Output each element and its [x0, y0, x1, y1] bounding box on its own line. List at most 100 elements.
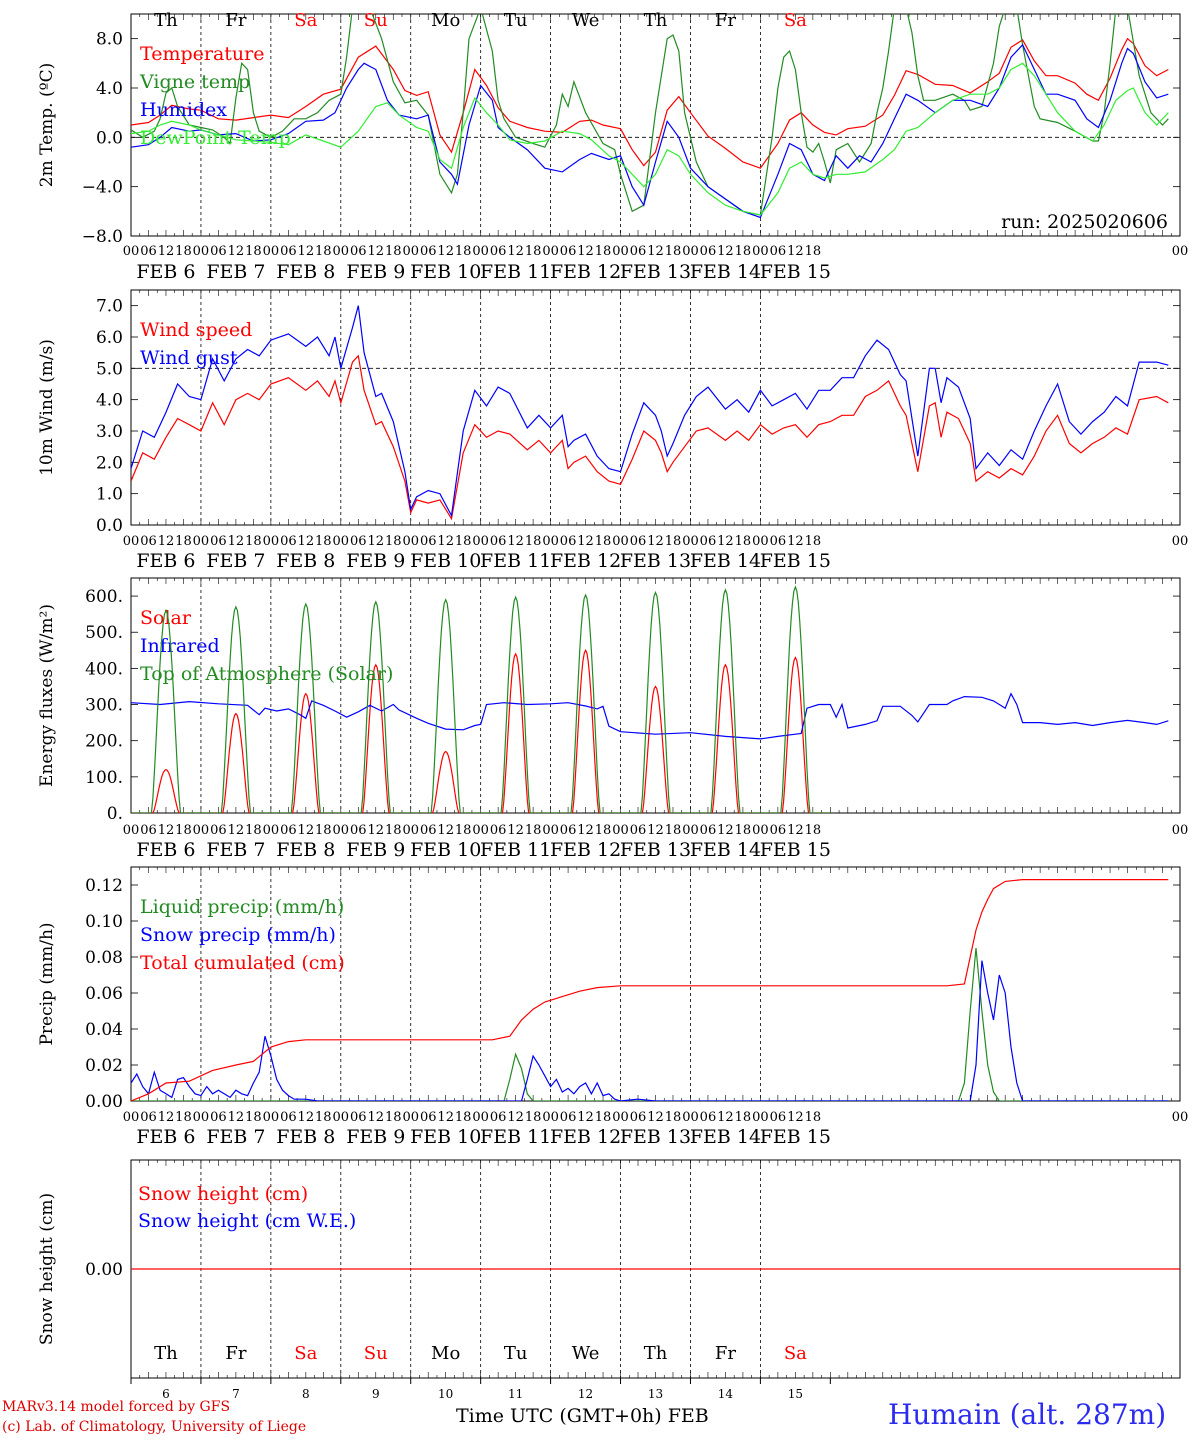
wind-y-tick-label: 5.0 [96, 359, 123, 379]
bottom-day-number: 6 [162, 1387, 170, 1401]
temp-hour-label: 00 [263, 244, 280, 259]
temp-hour-label: 12 [577, 244, 594, 259]
precip-hour-label: 00 [752, 1110, 769, 1125]
temp-hour-label: 18 [665, 244, 682, 259]
wind-hour-label: 00 [1172, 534, 1189, 549]
precip-hour-label: 18 [805, 1110, 822, 1125]
energy-hour-label: 06 [560, 823, 577, 838]
wind-hour-label: 00 [752, 534, 769, 549]
energy-hour-label: 12 [298, 823, 315, 838]
energy-hour-label: 00 [333, 823, 350, 838]
precip-hour-label: 00 [612, 1110, 629, 1125]
precip-date-label: FEB 14 [690, 1126, 761, 1148]
snow-weekday-label: We [572, 1343, 600, 1364]
temp-hour-label: 12 [507, 244, 524, 259]
precip-hour-label: 06 [280, 1110, 297, 1125]
temp-date-label: FEB 6 [136, 261, 195, 283]
precip-hour-label: 06 [770, 1110, 787, 1125]
wind-y-tick-label: 4.0 [96, 391, 123, 411]
energy-hour-label: 06 [630, 823, 647, 838]
precip-y-tick-label: 0.12 [85, 876, 123, 896]
temp-hour-label: 12 [717, 244, 734, 259]
precip-y-tick-label: 0.10 [85, 912, 123, 932]
temp-date-label: FEB 8 [276, 261, 335, 283]
wind-hour-label: 06 [490, 534, 507, 549]
temp-y-tick-label: −4.0 [82, 178, 123, 198]
temp-date-label: FEB 15 [760, 261, 831, 283]
energy-date-label: FEB 13 [620, 839, 691, 861]
temp-weekday-label: Sa [784, 10, 807, 31]
precip-hour-label: 18 [525, 1110, 542, 1125]
wind-hour-label: 00 [682, 534, 699, 549]
temp-date-label: FEB 10 [410, 261, 481, 283]
wind-y-tick-label: 3.0 [96, 422, 123, 442]
run-label: run: 2025020606 [1001, 211, 1168, 233]
wind-hour-label: 06 [630, 534, 647, 549]
precip-hour-label: 00 [402, 1110, 419, 1125]
energy-date-label: FEB 6 [136, 839, 195, 861]
temp-legend-temperature: Temperature [140, 43, 264, 65]
bottom-day-number: 7 [232, 1387, 240, 1401]
bottom-day-number: 9 [372, 1387, 380, 1401]
wind-date-label: FEB 10 [410, 550, 481, 572]
precip-hour-label: 12 [717, 1110, 734, 1125]
precip-date-label: FEB 13 [620, 1126, 691, 1148]
precip-y-axis-label: Precip (mm/h) [37, 922, 57, 1045]
wind-hour-label: 00 [263, 534, 280, 549]
wind-hour-label: 18 [385, 534, 402, 549]
temp-y-tick-label: 4.0 [96, 79, 123, 99]
temp-legend-dewpoint-temp: DewPoint Temp [140, 127, 291, 149]
precip-date-label: FEB 9 [346, 1126, 405, 1148]
snow-weekday-label: Su [364, 1343, 388, 1364]
temp-legend-vigne-temp: Vigne temp [139, 71, 250, 93]
wind-hour-label: 18 [455, 534, 472, 549]
wind-date-label: FEB 11 [480, 550, 551, 572]
wind-hour-label: 18 [665, 534, 682, 549]
wind-hour-label: 12 [158, 534, 175, 549]
snow-weekday-label: Th [644, 1343, 668, 1364]
station-name: Humain (alt. 287m) [888, 1398, 1167, 1431]
wind-hour-label: 00 [193, 534, 210, 549]
precip-hour-label: 12 [158, 1110, 175, 1125]
temp-hour-label: 06 [490, 244, 507, 259]
temp-series-dewpoint-temp [131, 62, 1169, 216]
temp-y-tick-label: 0.0 [96, 128, 123, 148]
energy-y-axis-label: Energy fluxes (W/m²) [37, 604, 57, 787]
wind-hour-label: 12 [228, 534, 245, 549]
snow-legend-snow-height-cm: Snow height (cm) [138, 1183, 308, 1205]
wind-hour-label: 06 [210, 534, 227, 549]
precip-hour-label: 12 [787, 1110, 804, 1125]
wind-hour-label: 00 [123, 534, 140, 549]
temp-hour-label: 18 [455, 244, 472, 259]
wind-legend-wind-speed: Wind speed [140, 319, 252, 341]
precip-hour-label: 00 [472, 1110, 489, 1125]
temp-weekday-label: Fr [225, 10, 246, 31]
energy-series-infrared [131, 692, 1169, 740]
wind-date-label: FEB 13 [620, 550, 691, 572]
energy-hour-label: 18 [525, 823, 542, 838]
precip-hour-label: 18 [595, 1110, 612, 1125]
wind-series-wind-speed [131, 354, 1169, 521]
energy-date-label: FEB 11 [480, 839, 551, 861]
temp-hour-label: 18 [245, 244, 262, 259]
temp-hour-label: 18 [735, 244, 752, 259]
energy-hour-label: 00 [193, 823, 210, 838]
precip-hour-label: 00 [1172, 1110, 1189, 1125]
temp-hour-label: 00 [542, 244, 559, 259]
temp-hour-label: 06 [280, 244, 297, 259]
precip-hour-label: 12 [507, 1110, 524, 1125]
energy-date-label: FEB 8 [276, 839, 335, 861]
precip-hour-label: 06 [490, 1110, 507, 1125]
wind-date-label: FEB 15 [760, 550, 831, 572]
temp-hour-label: 12 [228, 244, 245, 259]
energy-hour-label: 18 [455, 823, 472, 838]
wind-hour-label: 06 [140, 534, 157, 549]
energy-y-tick-label: 100. [85, 768, 123, 788]
snow-weekday-label: Sa [294, 1343, 317, 1364]
temp-hour-label: 18 [385, 244, 402, 259]
wind-date-label: FEB 9 [346, 550, 405, 572]
precip-series-total-cumulated-cm [131, 878, 1169, 1101]
model-credit: MARv3.14 model forced by GFS [2, 1399, 231, 1415]
lab-credit: (c) Lab. of Climatology, University of L… [2, 1419, 307, 1435]
wind-hour-label: 00 [402, 534, 419, 549]
